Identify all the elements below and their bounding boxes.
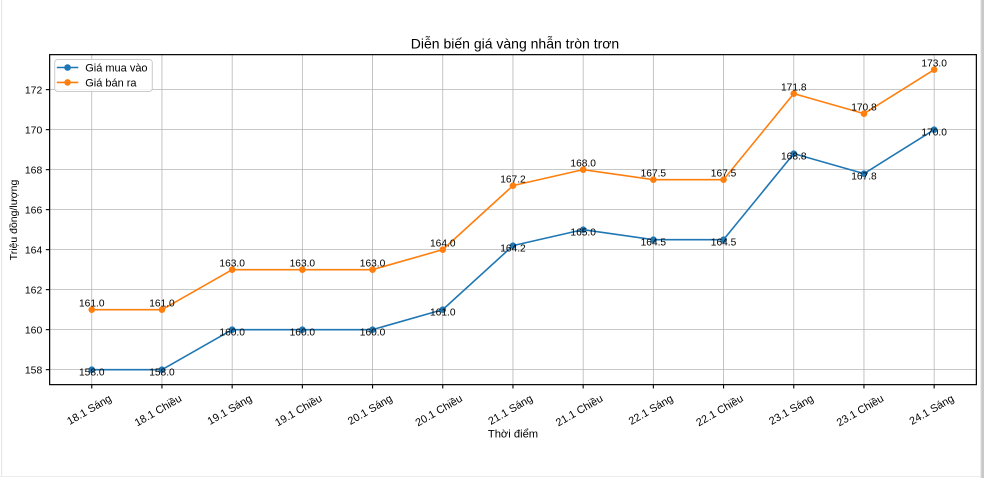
svg-text:Giá bán ra: Giá bán ra	[85, 77, 137, 89]
svg-text:168: 168	[25, 166, 43, 177]
svg-text:Thời điểm: Thời điểm	[488, 429, 538, 441]
svg-text:160.0: 160.0	[360, 328, 386, 339]
svg-text:170: 170	[25, 126, 43, 137]
svg-text:167.8: 167.8	[851, 172, 877, 183]
svg-text:170.0: 170.0	[921, 128, 947, 139]
svg-text:158.0: 158.0	[79, 368, 105, 379]
svg-text:167.2: 167.2	[500, 175, 526, 186]
svg-text:Triệu đồng/lượng: Triệu đồng/lượng	[8, 180, 20, 261]
svg-text:167.5: 167.5	[641, 169, 667, 180]
svg-text:161.0: 161.0	[79, 299, 105, 310]
svg-text:164.2: 164.2	[500, 244, 526, 255]
svg-text:166: 166	[25, 206, 43, 217]
svg-text:164: 164	[25, 246, 43, 257]
svg-text:160.0: 160.0	[219, 328, 245, 339]
svg-text:164.5: 164.5	[641, 238, 667, 249]
svg-text:160: 160	[25, 326, 43, 337]
svg-text:165.0: 165.0	[570, 228, 596, 239]
svg-text:158: 158	[25, 366, 43, 377]
svg-text:158.0: 158.0	[149, 368, 175, 379]
svg-text:163.0: 163.0	[219, 259, 245, 270]
svg-text:167.5: 167.5	[711, 169, 737, 180]
svg-text:Diễn biến giá vàng nhẫn tròn t: Diễn biến giá vàng nhẫn tròn trơn	[411, 35, 619, 51]
svg-text:168.0: 168.0	[570, 159, 596, 170]
svg-text:164.5: 164.5	[711, 238, 737, 249]
svg-text:172: 172	[25, 86, 43, 97]
svg-text:161.0: 161.0	[149, 299, 175, 310]
svg-text:161.0: 161.0	[430, 308, 456, 319]
svg-text:168.8: 168.8	[781, 152, 807, 163]
svg-text:160.0: 160.0	[290, 328, 316, 339]
svg-text:Giá mua vào: Giá mua vào	[85, 63, 147, 75]
svg-text:171.8: 171.8	[781, 83, 807, 94]
svg-text:163.0: 163.0	[360, 259, 386, 270]
svg-text:173.0: 173.0	[921, 59, 947, 70]
svg-text:170.8: 170.8	[851, 103, 877, 114]
svg-text:163.0: 163.0	[290, 259, 316, 270]
svg-text:164.0: 164.0	[430, 239, 456, 250]
svg-text:162: 162	[25, 286, 43, 297]
